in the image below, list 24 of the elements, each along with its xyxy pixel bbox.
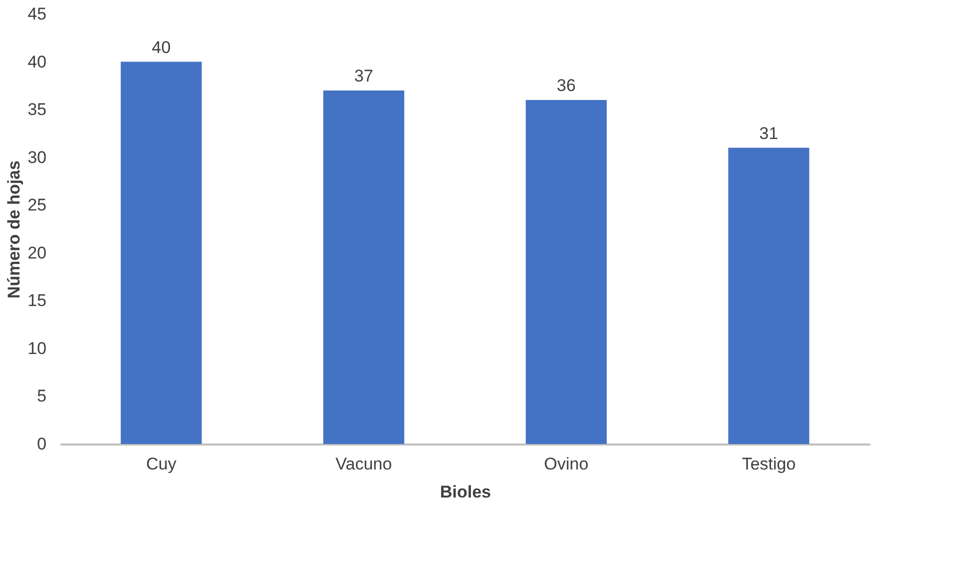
y-axis-title: Número de hojas [4,160,24,298]
y-tick-label: 40 [28,52,46,72]
bar [120,62,202,444]
y-tick-label: 30 [28,148,46,167]
x-tick-label: Cuy [146,454,177,474]
data-label: 36 [556,76,576,95]
x-tick-label: Vacuno [336,454,392,474]
x-tick-label: Testigo [742,454,796,474]
x-tick-label: Ovino [544,454,588,474]
bar [728,148,810,444]
data-label: 31 [759,124,778,143]
y-tick-label: 15 [28,291,46,310]
y-tick-label: 20 [28,243,46,262]
y-tick-label: 5 [37,386,46,406]
bar [526,100,607,444]
bar [323,90,404,444]
data-label: 37 [354,66,374,86]
y-tick-label: 10 [28,338,46,358]
y-tick-label: 45 [28,4,46,24]
y-tick-label: 0 [37,434,46,454]
y-tick-label: 25 [28,196,46,215]
x-axis-title: Bioles [440,482,492,502]
data-label: 40 [152,38,171,57]
y-tick-label: 35 [28,100,46,120]
